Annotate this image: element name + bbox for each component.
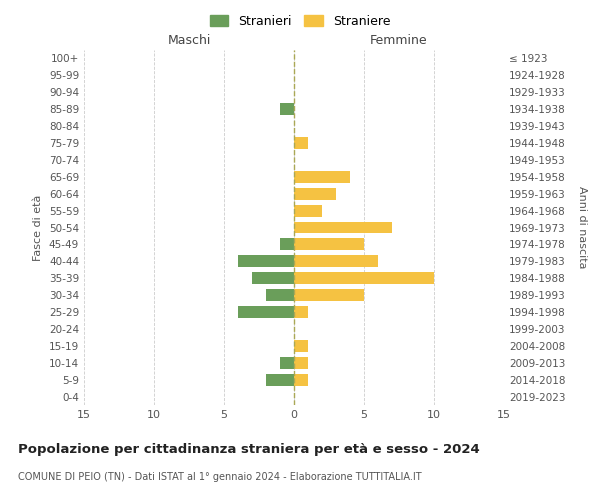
Bar [294, 238, 364, 250]
Bar [266, 374, 294, 386]
Bar [294, 171, 350, 182]
Bar [294, 188, 336, 200]
Bar [280, 357, 294, 368]
Bar [238, 256, 294, 267]
Y-axis label: Anni di nascita: Anni di nascita [577, 186, 587, 269]
Bar [252, 272, 294, 284]
Bar [280, 104, 294, 115]
Text: Maschi: Maschi [167, 34, 211, 46]
Bar [280, 238, 294, 250]
Bar [266, 289, 294, 301]
Text: Popolazione per cittadinanza straniera per età e sesso - 2024: Popolazione per cittadinanza straniera p… [18, 442, 480, 456]
Bar [294, 137, 308, 149]
Bar [294, 357, 308, 368]
Bar [238, 306, 294, 318]
Text: COMUNE DI PEIO (TN) - Dati ISTAT al 1° gennaio 2024 - Elaborazione TUTTITALIA.IT: COMUNE DI PEIO (TN) - Dati ISTAT al 1° g… [18, 472, 422, 482]
Bar [294, 204, 322, 216]
Bar [294, 272, 434, 284]
Legend: Stranieri, Straniere: Stranieri, Straniere [206, 11, 394, 32]
Bar [294, 374, 308, 386]
Bar [294, 306, 308, 318]
Bar [294, 289, 364, 301]
Text: Femmine: Femmine [370, 34, 428, 46]
Y-axis label: Fasce di età: Fasce di età [34, 194, 43, 260]
Bar [294, 222, 392, 234]
Bar [294, 340, 308, 352]
Bar [294, 256, 378, 267]
